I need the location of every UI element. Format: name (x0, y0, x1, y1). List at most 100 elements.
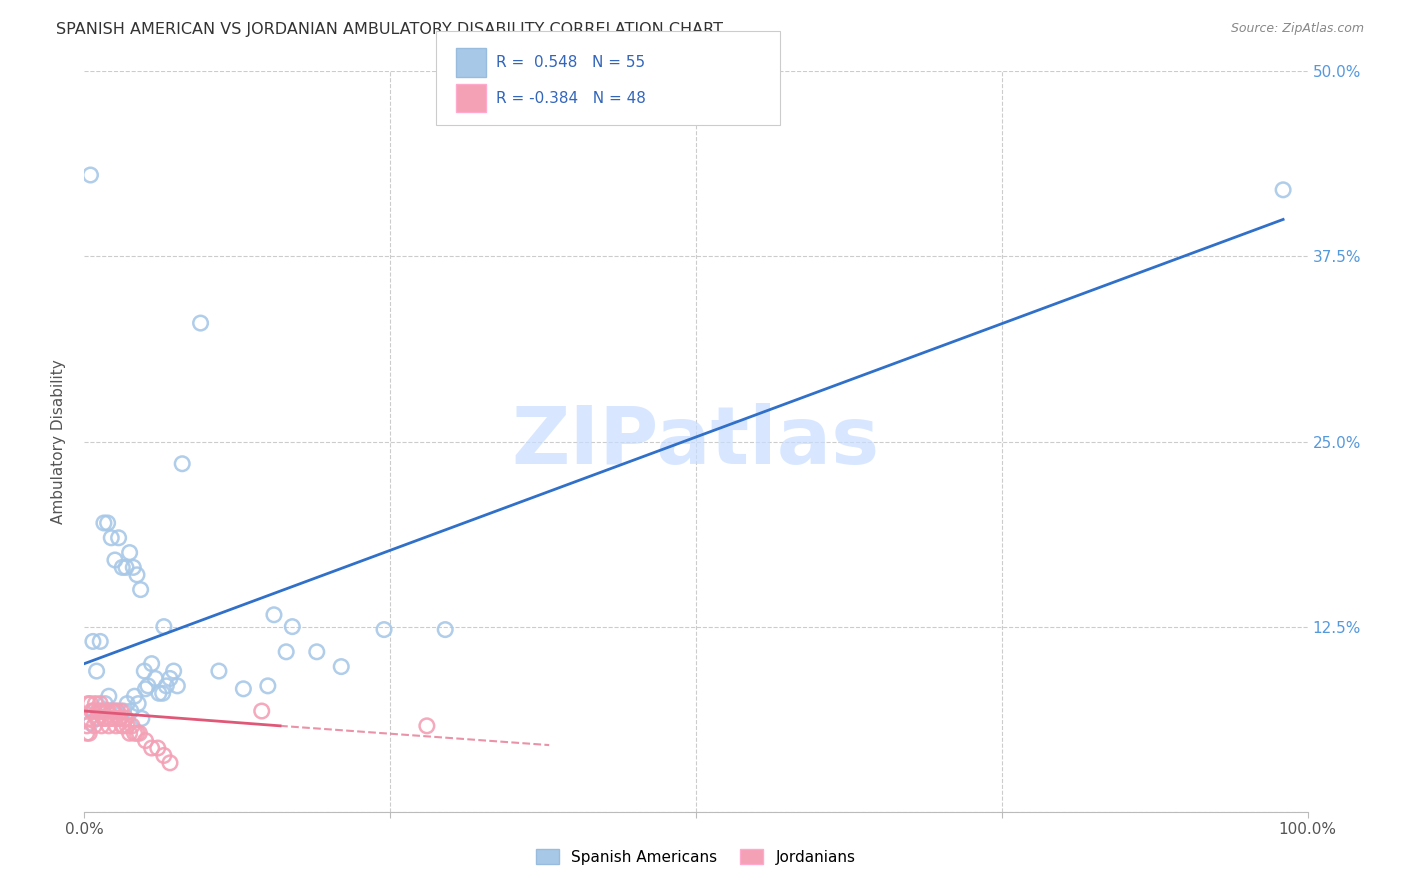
Point (79, 697, 101, 711)
Point (114, 711, 136, 725)
Point (91, 704, 114, 718)
Point (97, 704, 120, 718)
Point (115, 560, 138, 574)
Point (148, 686, 170, 700)
Point (118, 726, 141, 740)
Point (97, 719, 120, 733)
Point (153, 619, 176, 633)
Point (143, 672, 166, 686)
Point (83, 719, 105, 733)
Point (146, 741, 169, 756)
Point (257, 679, 280, 693)
Text: Source: ZipAtlas.com: Source: ZipAtlas.com (1230, 22, 1364, 36)
Point (82, 634, 104, 648)
Point (190, 316, 212, 330)
Point (101, 704, 124, 718)
Point (84, 697, 107, 711)
Point (101, 704, 124, 718)
Point (100, 711, 122, 725)
Point (434, 623, 457, 637)
Point (83, 704, 105, 718)
Point (281, 619, 304, 633)
Text: R = -0.384   N = 48: R = -0.384 N = 48 (496, 91, 647, 105)
Point (208, 664, 231, 678)
Point (276, 645, 298, 659)
Text: SPANISH AMERICAN VS JORDANIAN AMBULATORY DISABILITY CORRELATION CHART: SPANISH AMERICAN VS JORDANIAN AMBULATORY… (56, 22, 723, 37)
Point (111, 560, 134, 574)
Point (124, 726, 146, 740)
Point (110, 704, 132, 718)
Point (87, 704, 110, 718)
Point (118, 546, 141, 560)
Point (112, 704, 135, 718)
Point (152, 686, 174, 700)
Point (105, 704, 128, 718)
Point (107, 711, 129, 725)
Point (96, 704, 118, 718)
Point (86, 664, 108, 678)
Text: R =  0.548   N = 55: R = 0.548 N = 55 (496, 55, 645, 70)
Point (115, 697, 138, 711)
Point (97, 690, 120, 704)
Point (125, 726, 148, 740)
Point (163, 664, 186, 678)
Point (105, 719, 128, 733)
Point (134, 664, 156, 678)
Point (250, 704, 273, 718)
Point (86, 711, 108, 725)
Point (82, 704, 104, 718)
Point (87, 711, 110, 725)
Point (135, 681, 157, 696)
Point (90, 719, 112, 733)
Point (77, 711, 100, 725)
Point (159, 756, 181, 770)
Point (97, 516, 120, 530)
Point (153, 748, 176, 763)
Point (76, 726, 98, 740)
Point (125, 567, 148, 582)
Point (111, 719, 134, 733)
Point (129, 582, 152, 597)
Point (135, 733, 157, 747)
Point (94, 697, 117, 711)
Point (373, 623, 395, 637)
Point (100, 531, 122, 545)
Point (121, 719, 143, 733)
Point (232, 681, 254, 696)
Legend: Spanish Americans, Jordanians: Spanish Americans, Jordanians (530, 843, 862, 871)
Point (416, 719, 439, 733)
Point (77, 697, 100, 711)
Point (77, 726, 100, 740)
Point (76, 719, 98, 733)
Point (115, 719, 138, 733)
Point (93, 711, 115, 725)
Point (127, 697, 149, 711)
Point (108, 711, 131, 725)
Point (93, 516, 115, 530)
Point (89, 634, 111, 648)
Point (128, 726, 150, 740)
Point (141, 741, 163, 756)
Point (122, 560, 145, 574)
Point (115, 711, 138, 725)
Point (124, 690, 146, 704)
Point (105, 704, 128, 718)
Text: ZIPatlas: ZIPatlas (512, 402, 880, 481)
Point (103, 704, 125, 718)
Point (104, 711, 127, 725)
Point (166, 679, 188, 693)
Point (107, 531, 129, 545)
Point (172, 457, 194, 471)
Point (79, 168, 101, 182)
Point (330, 659, 353, 673)
Point (141, 657, 163, 671)
Y-axis label: Ambulatory Disability: Ambulatory Disability (51, 359, 66, 524)
Point (305, 645, 328, 659)
Point (80, 704, 103, 718)
Point (263, 607, 285, 622)
Point (120, 704, 142, 718)
Point (104, 553, 127, 567)
Point (89, 697, 111, 711)
Point (136, 679, 159, 693)
Point (94, 711, 117, 725)
